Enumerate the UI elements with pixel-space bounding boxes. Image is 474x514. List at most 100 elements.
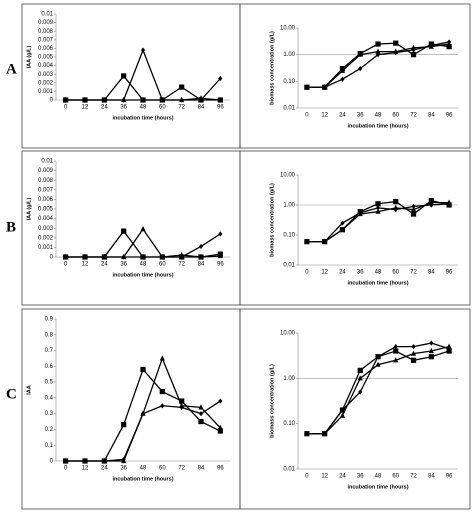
x-tick-label: 84 <box>428 113 435 119</box>
x-tick-label: 24 <box>339 474 346 480</box>
y-tick-label: 0.008 <box>38 29 54 35</box>
x-tick-label: 48 <box>375 474 382 480</box>
marker <box>304 238 310 244</box>
marker <box>121 422 127 428</box>
marker <box>375 41 381 47</box>
x-tick-label: 72 <box>410 474 417 480</box>
x-tick-label: 24 <box>339 270 346 276</box>
series-line <box>65 233 221 258</box>
y-tick-label: 0.9 <box>45 317 54 323</box>
y-tick-label: 0.004 <box>38 63 54 69</box>
marker <box>340 220 345 226</box>
x-tick-label: 84 <box>198 466 205 472</box>
series-line <box>65 74 221 101</box>
x-tick-label: 96 <box>446 270 453 276</box>
x-tick-label: 48 <box>140 466 147 472</box>
marker <box>82 457 88 464</box>
x-axis-title: incubation time (hours) <box>347 123 408 129</box>
y-tick-label: 0.009 <box>38 20 54 26</box>
y-tick-label: 0.6 <box>45 364 54 370</box>
x-tick-label: 24 <box>101 105 108 111</box>
x-tick-label: 36 <box>357 113 364 119</box>
y-tick-label: 1.00 <box>283 52 295 58</box>
marker <box>410 44 417 50</box>
x-tick-label: 72 <box>178 105 185 111</box>
x-tick-label: 48 <box>140 105 147 111</box>
x-tick-label: 36 <box>120 105 127 111</box>
x-tick-label: 84 <box>428 270 435 276</box>
y-tick-label: 0.10 <box>283 421 295 427</box>
y-axis-title: IAA (g/L) <box>26 45 32 68</box>
marker <box>121 96 127 103</box>
x-axis-title: incubation time (hours) <box>112 115 173 121</box>
marker <box>358 66 363 72</box>
marker <box>198 404 204 410</box>
marker <box>198 253 204 260</box>
marker <box>179 251 185 258</box>
marker <box>63 457 69 464</box>
x-tick-label: 0 <box>64 466 68 472</box>
marker <box>179 402 185 408</box>
x-tick-label: 72 <box>178 262 185 268</box>
marker <box>140 410 146 416</box>
series-line <box>65 400 221 462</box>
x-tick-label: 72 <box>410 113 417 119</box>
marker <box>428 43 434 49</box>
y-axis-title: IAA <box>26 385 32 395</box>
x-tick-label: 96 <box>446 474 453 480</box>
marker <box>375 354 381 360</box>
marker <box>121 457 127 464</box>
marker <box>322 430 328 436</box>
y-tick-label: 0.006 <box>38 197 54 203</box>
marker <box>159 253 165 260</box>
y-tick-label: 0.01 <box>41 159 53 165</box>
y-tick-label: 0.005 <box>38 55 54 61</box>
y-tick-label: 0.8 <box>45 332 54 338</box>
marker <box>393 204 399 211</box>
marker <box>410 211 417 217</box>
x-tick-label: 0 <box>64 105 68 111</box>
y-tick-label: 10.00 <box>280 26 296 32</box>
marker <box>446 44 452 50</box>
marker <box>304 84 310 90</box>
marker <box>101 96 107 103</box>
x-tick-label: 12 <box>321 474 328 480</box>
x-tick-label: 24 <box>101 466 108 472</box>
x-tick-label: 96 <box>217 466 224 472</box>
series-line <box>65 356 221 462</box>
marker <box>339 407 346 413</box>
marker <box>121 73 127 79</box>
marker <box>393 344 398 350</box>
x-tick-label: 12 <box>321 113 328 119</box>
marker <box>393 198 399 205</box>
y-tick-label: 0 <box>50 459 54 465</box>
marker <box>198 411 204 417</box>
marker <box>179 84 185 90</box>
y-tick-label: 0.01 <box>283 467 295 473</box>
marker <box>411 203 416 209</box>
x-tick-label: 0 <box>64 262 68 268</box>
x-tick-label: 84 <box>428 474 435 480</box>
marker <box>393 40 399 46</box>
y-tick-label: 0.003 <box>38 226 54 232</box>
marker <box>304 430 310 436</box>
x-tick-label: 12 <box>82 262 89 268</box>
x-tick-label: 0 <box>305 113 309 119</box>
x-tick-label: 36 <box>120 466 127 472</box>
x-tick-label: 36 <box>120 262 127 268</box>
marker <box>446 348 452 354</box>
panel-label: B <box>6 219 16 235</box>
frames <box>21 3 471 510</box>
x-tick-label: 60 <box>392 474 399 480</box>
x-tick-label: 72 <box>178 466 185 472</box>
marker <box>217 252 223 259</box>
y-tick-label: 0.007 <box>38 37 54 43</box>
y-tick-label: 0.3 <box>45 411 54 417</box>
marker <box>140 96 146 103</box>
marker <box>179 96 185 103</box>
x-tick-label: 72 <box>410 270 417 276</box>
y-tick-label: 0.002 <box>38 80 54 86</box>
y-tick-label: 0.2 <box>45 427 54 433</box>
marker <box>140 366 146 373</box>
x-tick-label: 84 <box>198 105 205 111</box>
